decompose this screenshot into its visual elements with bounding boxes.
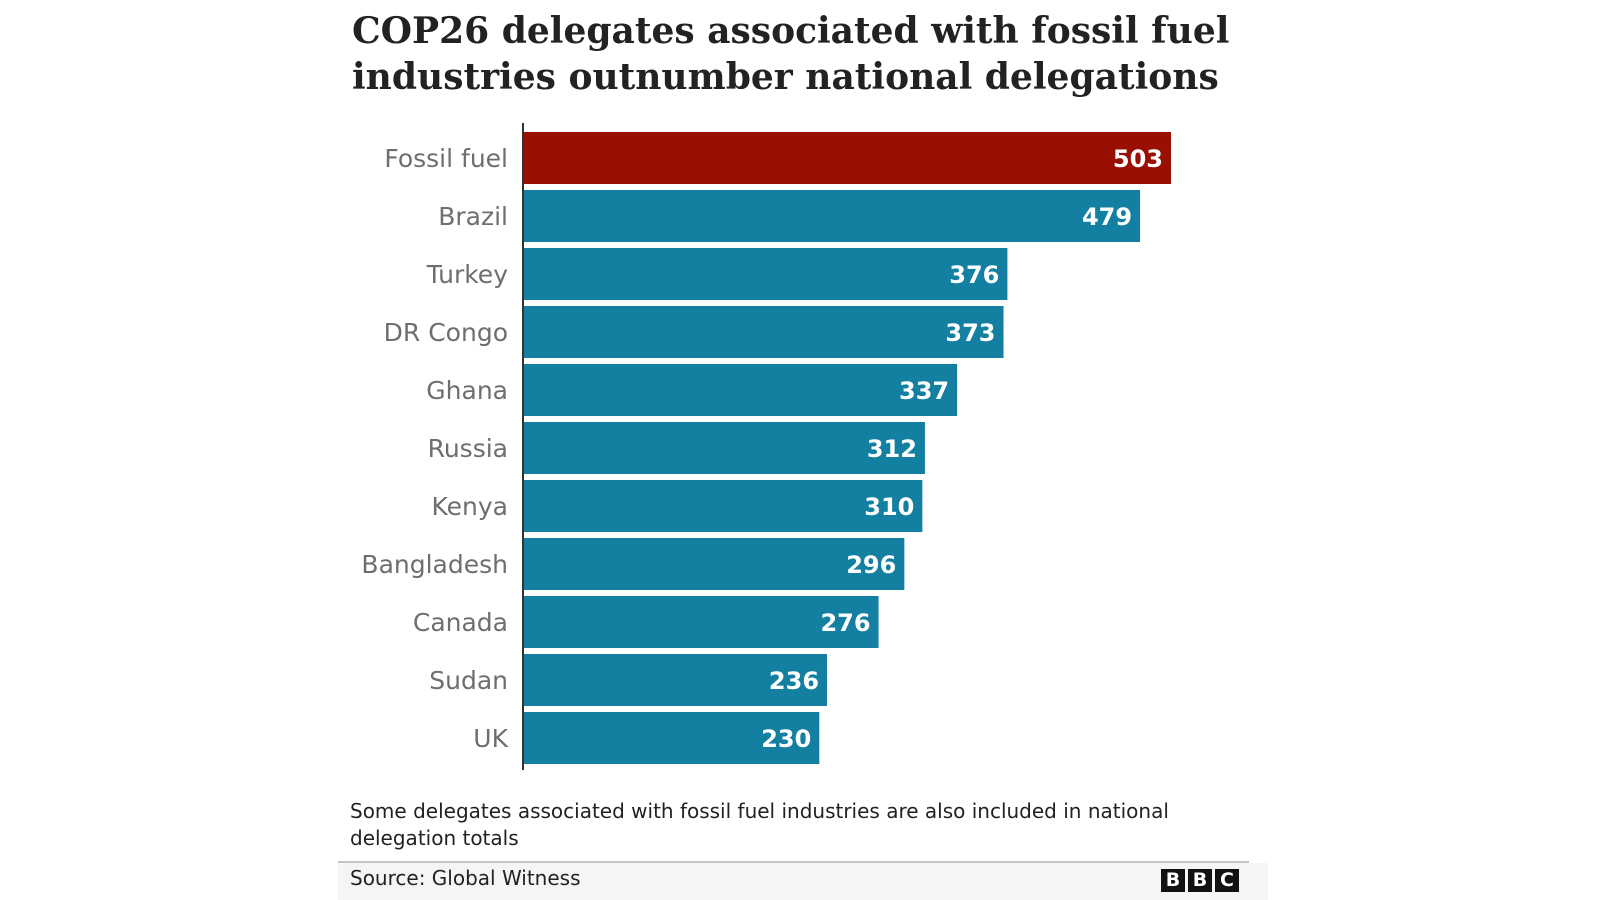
value-label-10: 230 (761, 725, 811, 753)
value-label-0: 503 (1113, 145, 1163, 173)
bar-5 (523, 422, 925, 474)
value-label-3: 373 (945, 319, 995, 347)
category-label-2: Turkey (426, 260, 509, 289)
bbc-logo-letter-1: B (1161, 869, 1185, 892)
chart-title: COP26 delegates associated with fossil f… (352, 8, 1252, 100)
category-label-1: Brazil (438, 202, 508, 231)
bar-0 (523, 132, 1171, 184)
bar-7 (523, 538, 905, 590)
bbc-logo-letter-2: B (1188, 869, 1212, 892)
value-label-6: 310 (864, 493, 914, 521)
source-label: Source: Global Witness (350, 866, 581, 890)
value-label-8: 276 (820, 609, 870, 637)
footer-divider (338, 861, 1249, 863)
bar-chart: Fossil fuel 503 Brazil 479 Turkey 376 DR Congo… (361, 123, 1171, 770)
bbc-logo-letter-3: C (1215, 869, 1239, 892)
bar-3 (523, 306, 1004, 358)
category-label-4: Ghana (426, 376, 508, 405)
bar-1 (523, 190, 1141, 242)
bar-9 (523, 654, 828, 706)
bar-2 (523, 248, 1008, 300)
value-label-7: 296 (846, 551, 896, 579)
category-label-3: DR Congo (384, 318, 508, 347)
value-label-2: 376 (949, 261, 999, 289)
category-label-8: Canada (413, 608, 508, 637)
chart-title-line-2: industries outnumber national delegation… (352, 56, 1219, 98)
footer-background (338, 863, 1268, 900)
category-label-6: Kenya (432, 492, 509, 521)
value-label-5: 312 (867, 435, 917, 463)
value-label-9: 236 (769, 667, 819, 695)
value-label-1: 479 (1082, 203, 1132, 231)
category-label-9: Sudan (429, 666, 508, 695)
bar-10 (523, 712, 820, 764)
bar-8 (523, 596, 879, 648)
category-label-10: UK (473, 724, 508, 753)
bar-6 (523, 480, 923, 532)
bar-4 (523, 364, 958, 416)
chart-footnote: Some delegates associated with fossil fu… (350, 799, 1169, 850)
category-label-7: Bangladesh (361, 550, 508, 579)
category-label-0: Fossil fuel (384, 144, 508, 173)
chart-title-line-1: COP26 delegates associated with fossil f… (352, 10, 1230, 52)
bbc-logo: B B C (1161, 869, 1239, 892)
category-label-5: Russia (428, 434, 508, 463)
value-label-4: 337 (899, 377, 949, 405)
